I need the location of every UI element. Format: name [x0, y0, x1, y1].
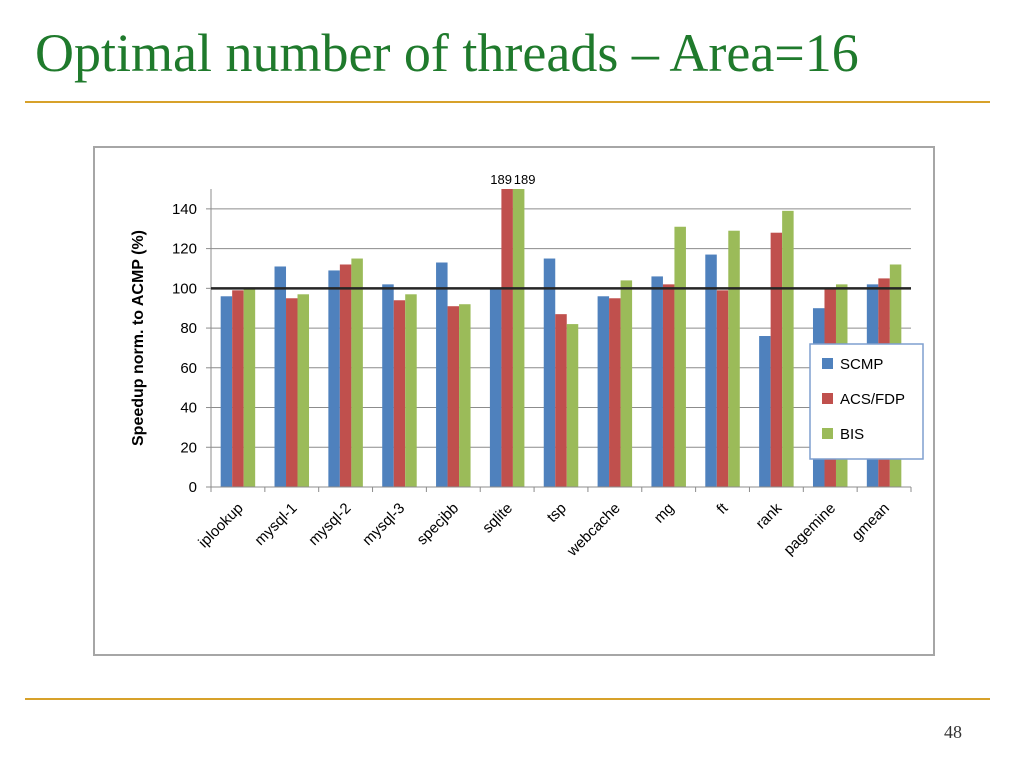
bar-iplookup-acs-fdp: [232, 290, 244, 487]
footer-divider: [25, 698, 990, 700]
bar-ft-acs-fdp: [716, 290, 729, 487]
y-tick-label: 60: [180, 360, 197, 377]
y-tick-label: 140: [172, 201, 197, 218]
category-label: iplookup: [195, 500, 247, 552]
bar-tsp-bis: [566, 324, 579, 487]
bar-specjbb-acs-fdp: [447, 306, 460, 487]
bar-mg-scmp: [651, 276, 663, 487]
legend: SCMP ACS/FDP BIS: [809, 343, 924, 460]
bars: [220, 189, 902, 487]
category-label: mysql-2: [305, 500, 354, 549]
bar-tsp-acs-fdp: [555, 314, 567, 487]
bar-sqlite-scmp: [489, 288, 502, 487]
category-label: specjbb: [414, 500, 463, 549]
chart-frame: 0 20 40 60 80 100 120 140 iplookup mysql-1 mysql-2…: [93, 146, 935, 656]
bar-mysql-3-bis: [405, 294, 417, 487]
slide-title: Optimal number of threads – Area=16: [35, 23, 859, 83]
bar-rank-scmp: [759, 336, 771, 487]
y-tick-label: 100: [172, 280, 197, 297]
legend-label: ACS/FDP: [840, 391, 905, 408]
bar-specjbb-scmp: [436, 262, 448, 487]
y-tick-label: 40: [180, 400, 197, 417]
legend-swatch: [822, 393, 833, 404]
bar-webcache-scmp: [597, 296, 610, 487]
bar-mysql-1-scmp: [274, 266, 287, 487]
data-label-overflow: 189: [490, 172, 512, 187]
bar-mysql-1-bis: [297, 294, 310, 487]
bar-ft-scmp: [705, 254, 717, 487]
bar-rank-acs-fdp: [770, 232, 783, 487]
legend-swatch: [822, 358, 833, 369]
bar-webcache-acs-fdp: [609, 298, 621, 487]
bar-sqlite-bis: [512, 189, 525, 487]
y-tick-label: 0: [189, 479, 197, 496]
bar-sqlite-acs-fdp: [501, 189, 513, 487]
category-label: mysql-3: [359, 500, 408, 549]
y-tick-label: 20: [180, 439, 197, 456]
legend-label: SCMP: [840, 356, 883, 373]
bar-mysql-2-acs-fdp: [339, 264, 352, 487]
bar-ft-bis: [728, 230, 740, 487]
bar-mysql-3-acs-fdp: [393, 300, 406, 487]
y-tick-label: 80: [180, 320, 197, 337]
bar-mysql-2-bis: [351, 258, 363, 487]
axes: [206, 189, 912, 492]
bar-tsp-scmp: [543, 258, 556, 487]
bar-mysql-2-scmp: [328, 270, 340, 487]
speedup-bar-chart: 0 20 40 60 80 100 120 140 iplookup mysql-1 mysql-2…: [130, 172, 924, 560]
category-label: gmean: [848, 500, 892, 544]
bar-mg-acs-fdp: [662, 284, 675, 487]
bar-iplookup-scmp: [220, 296, 233, 487]
category-label: sqlite: [479, 500, 516, 537]
legend-label: BIS: [840, 426, 864, 443]
bar-iplookup-bis: [243, 288, 256, 487]
bar-mysql-3-scmp: [382, 284, 394, 487]
bar-rank-bis: [782, 210, 794, 487]
y-axis-title: Speedup norm. to ACMP (%): [130, 230, 147, 446]
category-label: ft: [713, 499, 732, 518]
legend-swatch: [822, 428, 833, 439]
bar-mg-bis: [674, 226, 686, 487]
category-label: pagemine: [780, 500, 839, 559]
category-label: mg: [651, 500, 678, 527]
category-label: tsp: [544, 500, 570, 526]
title-divider: [25, 101, 990, 103]
category-label: mysql-1: [251, 500, 300, 549]
bar-webcache-bis: [620, 280, 633, 487]
bar-mysql-1-acs-fdp: [286, 298, 298, 487]
y-tick-label: 120: [172, 241, 197, 258]
data-label-overflow: 189: [514, 172, 536, 187]
page-number: 48: [944, 722, 962, 742]
bar-specjbb-bis: [459, 304, 471, 487]
category-label: rank: [753, 499, 786, 532]
category-label: webcache: [563, 500, 623, 560]
